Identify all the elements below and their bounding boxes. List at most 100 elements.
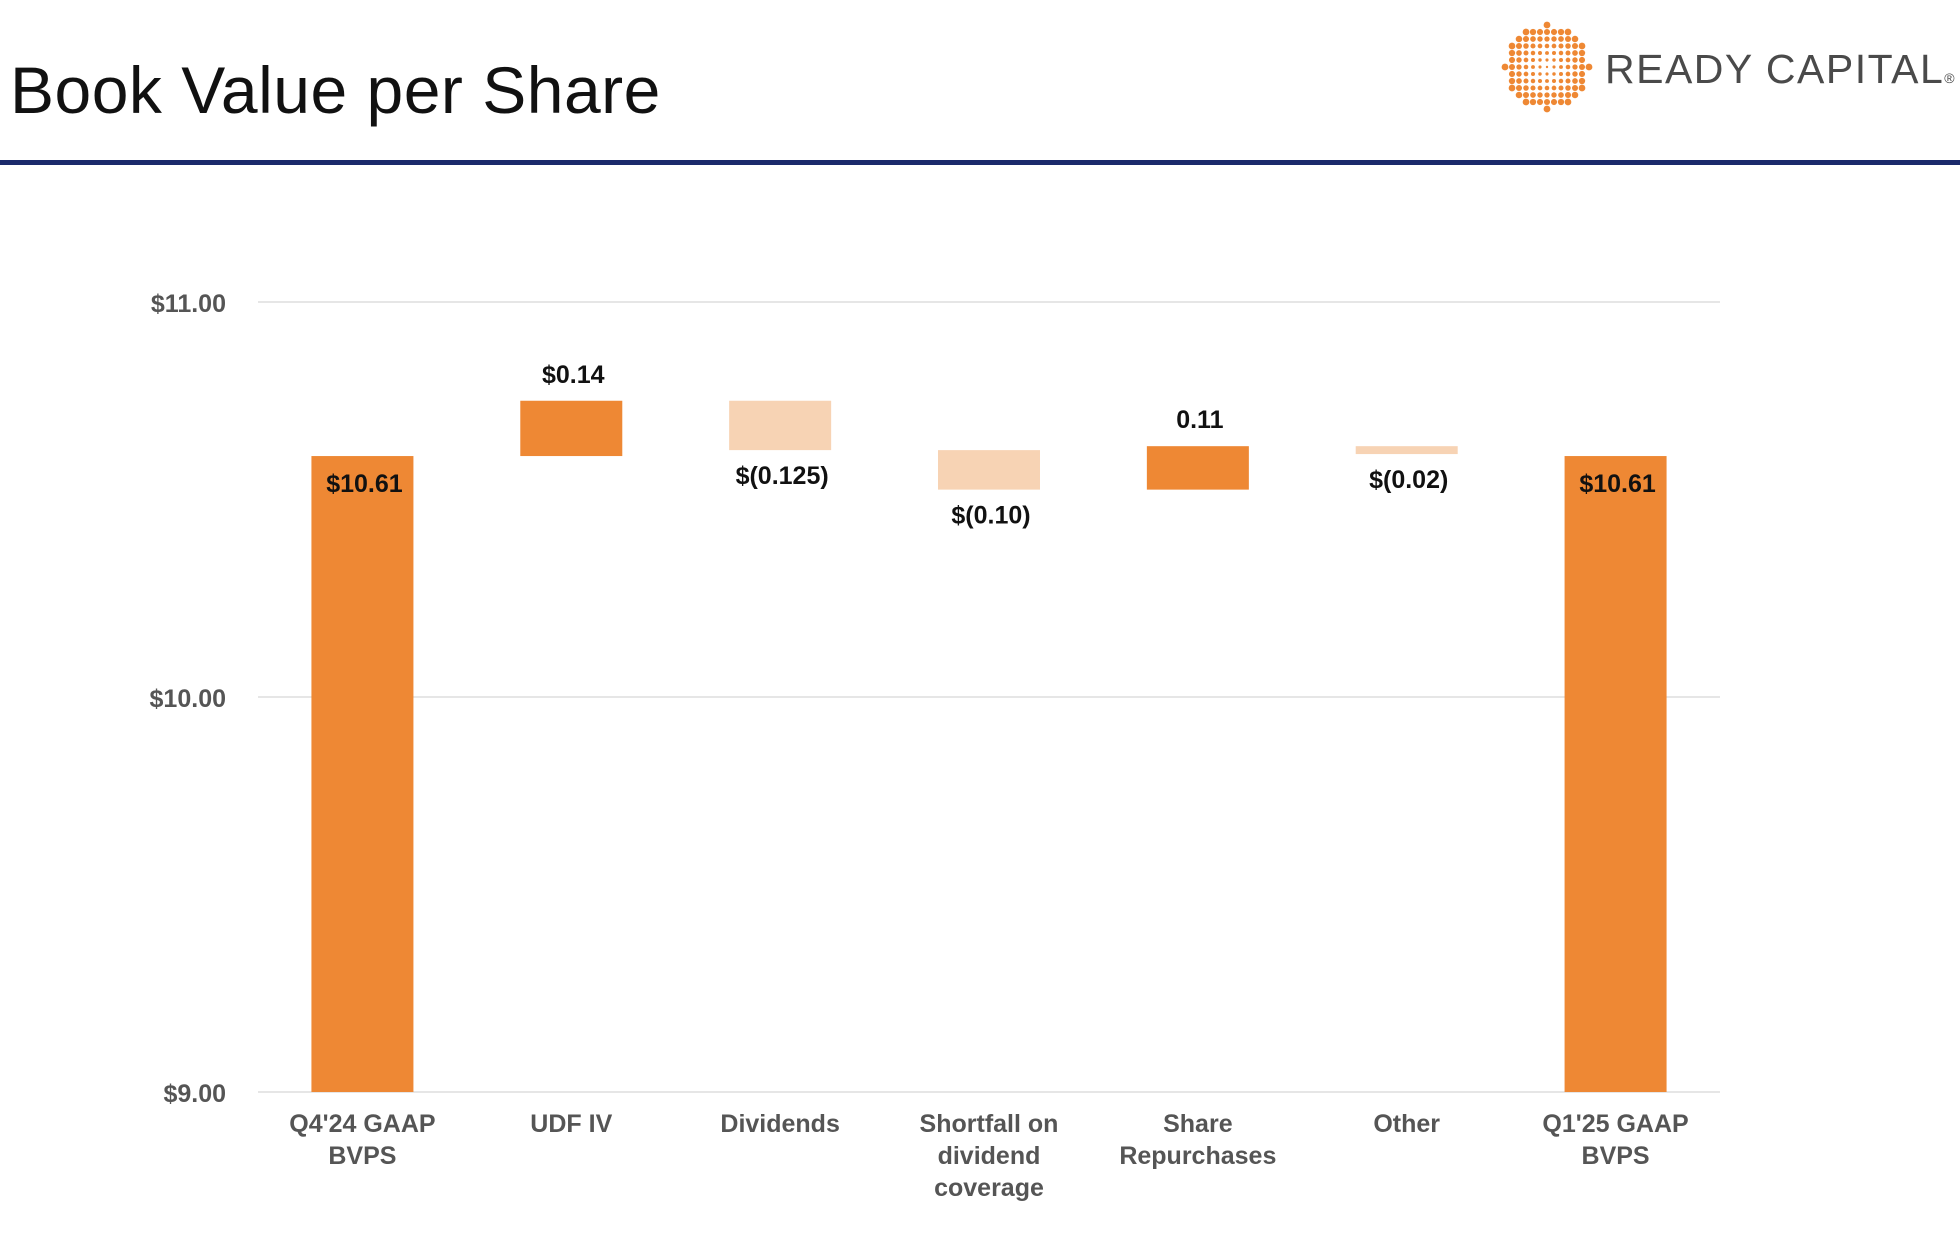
data-label: $10.61 (1579, 470, 1656, 498)
category-label: UDF IV (530, 1110, 612, 1138)
logo-dot (1545, 79, 1549, 83)
logo-dot (1537, 43, 1543, 49)
logo-dot (1516, 50, 1522, 56)
logo-dot (1565, 50, 1571, 56)
logo-dot (1522, 98, 1530, 106)
data-label: $(0.02) (1369, 466, 1448, 494)
logo-dot (1523, 50, 1529, 56)
logo-dot (1536, 98, 1544, 106)
logo-dot (1559, 65, 1563, 69)
logo-dot (1558, 50, 1564, 56)
logo-dot (1565, 85, 1571, 91)
logo-dot (1558, 92, 1564, 98)
logo-dot (1557, 98, 1565, 106)
logo-dot (1530, 43, 1536, 49)
logo-dot (1571, 91, 1579, 99)
logo-dot (1523, 85, 1529, 91)
logo-dot (1572, 57, 1578, 63)
data-label: $(0.125) (736, 462, 829, 490)
logo-dot (1551, 50, 1557, 56)
logo-dot (1537, 50, 1543, 56)
logo-dot (1572, 71, 1578, 77)
y-tick-label: $11.00 (151, 290, 226, 318)
logo-dot (1523, 78, 1529, 84)
logo-dot (1523, 64, 1529, 70)
logo-dot (1530, 50, 1536, 56)
logo-dot (1537, 85, 1543, 91)
title-divider (0, 160, 1960, 165)
y-tick-label: $9.00 (163, 1080, 226, 1108)
logo-dot (1572, 64, 1578, 70)
logo-dot (1537, 78, 1543, 84)
logo-dot (1565, 64, 1571, 70)
decrease-bar (729, 400, 832, 451)
data-label: 0.11 (1176, 406, 1223, 434)
logo-dot (1538, 65, 1542, 69)
logo-dot (1572, 78, 1578, 84)
logo-dot (1543, 21, 1551, 29)
logo-dot (1550, 28, 1558, 36)
logo-dot (1565, 71, 1571, 77)
category-label: Share (1163, 1110, 1233, 1138)
logo-dot (1538, 58, 1542, 62)
logo-dot (1530, 57, 1536, 63)
logo-dot (1552, 58, 1556, 62)
logo-dot (1550, 98, 1558, 106)
logo-registered-mark: ® (1944, 70, 1957, 86)
logo-dot (1529, 28, 1537, 36)
category-label: dividend (938, 1142, 1041, 1170)
logo-dot (1571, 42, 1579, 50)
logo-dot (1564, 98, 1572, 106)
decrease-bar (1355, 446, 1458, 455)
logo-dot (1558, 78, 1564, 84)
logo-dot (1551, 36, 1557, 42)
logo-dot (1543, 28, 1551, 36)
logo-dot (1516, 78, 1522, 84)
logo-dot (1543, 98, 1551, 106)
logo-dot (1508, 56, 1516, 64)
logo-dot (1558, 57, 1564, 63)
logo-dot (1557, 28, 1565, 36)
data-label: $(0.10) (951, 502, 1030, 530)
logo-dot (1508, 42, 1516, 50)
logo-dot (1529, 98, 1537, 106)
logo-dot (1558, 43, 1564, 49)
logo-dot (1558, 71, 1564, 77)
logo-dot (1552, 65, 1556, 69)
logo-dot (1578, 42, 1586, 50)
logo-dot (1523, 43, 1529, 49)
logo-dot (1537, 92, 1543, 98)
logo-wordmark: READY CAPITAL® (1605, 46, 1956, 93)
logo-dot (1578, 84, 1586, 92)
logo-dot (1544, 92, 1550, 98)
increase-bar (520, 400, 623, 457)
data-label: $10.61 (326, 470, 403, 498)
logo-dot (1530, 85, 1536, 91)
logo-dot (1565, 43, 1571, 49)
logo-dot (1523, 57, 1529, 63)
category-label: Shortfall on (920, 1110, 1059, 1138)
logo-dot (1515, 42, 1523, 50)
page-title: Book Value per Share (10, 53, 661, 127)
logo-dot (1508, 63, 1516, 71)
logo-dot (1536, 28, 1544, 36)
logo-dot (1508, 70, 1516, 78)
logo-dot (1578, 56, 1586, 64)
logo-dot (1515, 35, 1523, 43)
logo-dot (1531, 65, 1535, 69)
logo-dot (1545, 58, 1549, 62)
category-label: Q4'24 GAAP (289, 1110, 435, 1138)
logo-dot (1522, 28, 1530, 36)
category-label: coverage (934, 1174, 1044, 1202)
logo-dot (1501, 63, 1509, 71)
logo-dot (1516, 71, 1522, 77)
y-tick-label: $10.00 (150, 685, 226, 713)
logo-dot (1515, 91, 1523, 99)
category-label: Repurchases (1119, 1142, 1276, 1170)
decrease-bar (938, 450, 1040, 490)
logo-dot (1564, 35, 1572, 43)
logo-dot (1545, 72, 1549, 76)
logo-dot (1544, 36, 1550, 42)
logo-dot (1537, 36, 1543, 42)
